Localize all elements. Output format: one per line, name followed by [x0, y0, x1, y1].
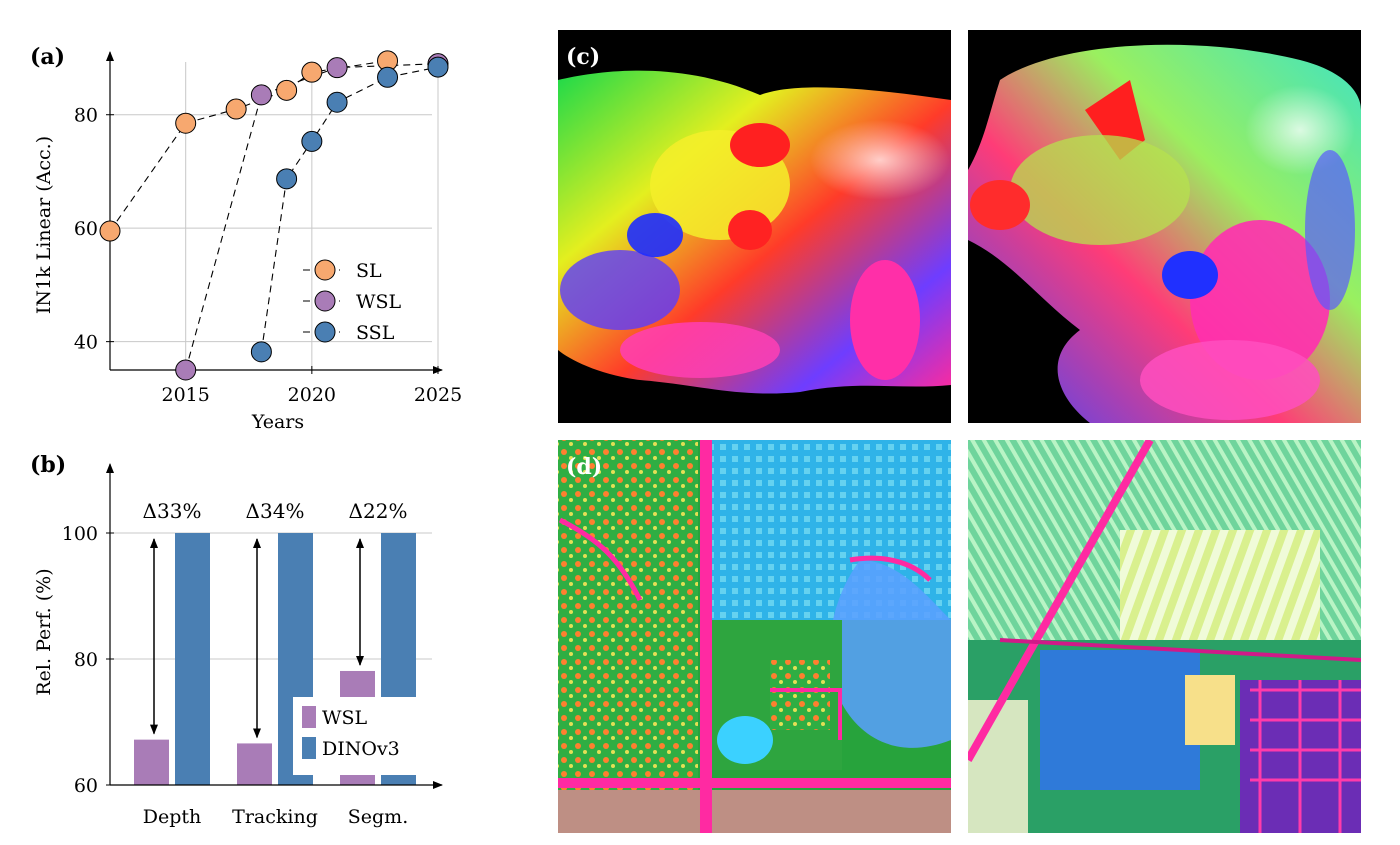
c-left-image: (c) [558, 30, 951, 423]
b-delta-arrows: Δ33% Δ34% Δ22% [143, 499, 408, 739]
panel-a: (a) 40 60 80 2015 2020 2025 Years IN1k Linear… [30, 44, 462, 433]
a-tick-labels: 40 60 80 2015 2020 2025 [74, 105, 462, 406]
b-delta-label: Δ33% [143, 499, 202, 523]
b-grid [110, 532, 432, 660]
a-line-ssl [260, 66, 439, 352]
b-delta-label: Δ34% [246, 499, 305, 523]
a-legend-marker [314, 321, 336, 343]
a-legend-marker [314, 259, 336, 281]
a-legend-label: WSL [356, 291, 402, 313]
b-delta-label: Δ22% [349, 499, 408, 523]
a-legend: SL WSL SSL [303, 259, 402, 344]
b-legend-swatch [302, 706, 316, 728]
a-point-wsl [175, 359, 197, 381]
b-ytick-label: 60 [74, 775, 98, 797]
a-legend-marker [314, 290, 336, 312]
b-ytick-label: 80 [74, 649, 98, 671]
a-y-axis-label: IN1k Linear (Acc.) [33, 136, 55, 314]
a-line-wsl [185, 63, 439, 371]
b-legend-label: WSL [322, 707, 368, 729]
b-legend: WSL DINOv3 [293, 697, 418, 775]
d-right-image [968, 440, 1361, 833]
b-xtick-label: Depth [143, 806, 202, 828]
a-point-sl [175, 112, 197, 134]
a-legend-label: SL [356, 260, 382, 282]
b-axes [106, 463, 443, 789]
b-xtick-label: Tracking [232, 806, 318, 828]
panel-d: (d) [558, 440, 1361, 833]
a-point-wsl [326, 57, 348, 79]
a-x-axis-label: Years [251, 411, 304, 433]
a-point-ssl [326, 91, 348, 113]
b-legend-label: DINOv3 [322, 738, 400, 760]
b-bar-wsl [237, 743, 272, 785]
b-tick-labels: 60 80 100 Depth Tracking Segm. [62, 523, 409, 828]
panel-c-label: (c) [566, 44, 600, 70]
b-y-axis-label: Rel. Perf. (%) [33, 568, 55, 695]
a-point-wsl [250, 84, 272, 106]
a-xtick-label: 2015 [162, 384, 210, 406]
a-point-sl [301, 61, 323, 83]
a-series-points [99, 50, 449, 381]
b-bar-wsl [134, 739, 169, 785]
a-xtick-label: 2025 [414, 384, 462, 406]
panel-c: (c) [558, 30, 1361, 423]
a-point-ssl [301, 130, 323, 152]
panel-d-label: (d) [566, 454, 602, 480]
d-left-image: (d) [558, 440, 951, 833]
panel-b: (b) Δ33% Δ34% Δ22% 60 80 100 Depth Tracking Seg… [30, 452, 443, 828]
a-ytick-label: 60 [74, 218, 98, 240]
a-line-sl [109, 60, 388, 232]
a-ytick-label: 80 [74, 105, 98, 127]
a-point-ssl [377, 66, 399, 88]
a-point-sl [276, 79, 298, 101]
c-right-image [968, 30, 1361, 423]
a-point-ssl [250, 341, 272, 363]
a-point-ssl [427, 56, 449, 78]
a-series-lines [109, 60, 439, 371]
b-legend-swatch [302, 737, 316, 759]
a-point-ssl [276, 168, 298, 190]
a-xtick-label: 2020 [288, 384, 336, 406]
b-bar-dinov3 [175, 533, 210, 785]
b-ytick-label: 100 [62, 523, 98, 545]
b-xtick-label: Segm. [348, 806, 408, 828]
a-ytick-label: 40 [74, 332, 98, 354]
a-legend-label: SSL [356, 322, 395, 344]
a-point-sl [225, 98, 247, 120]
panel-a-label: (a) [30, 44, 65, 70]
a-point-sl [99, 220, 121, 242]
panel-b-label: (b) [30, 452, 66, 478]
